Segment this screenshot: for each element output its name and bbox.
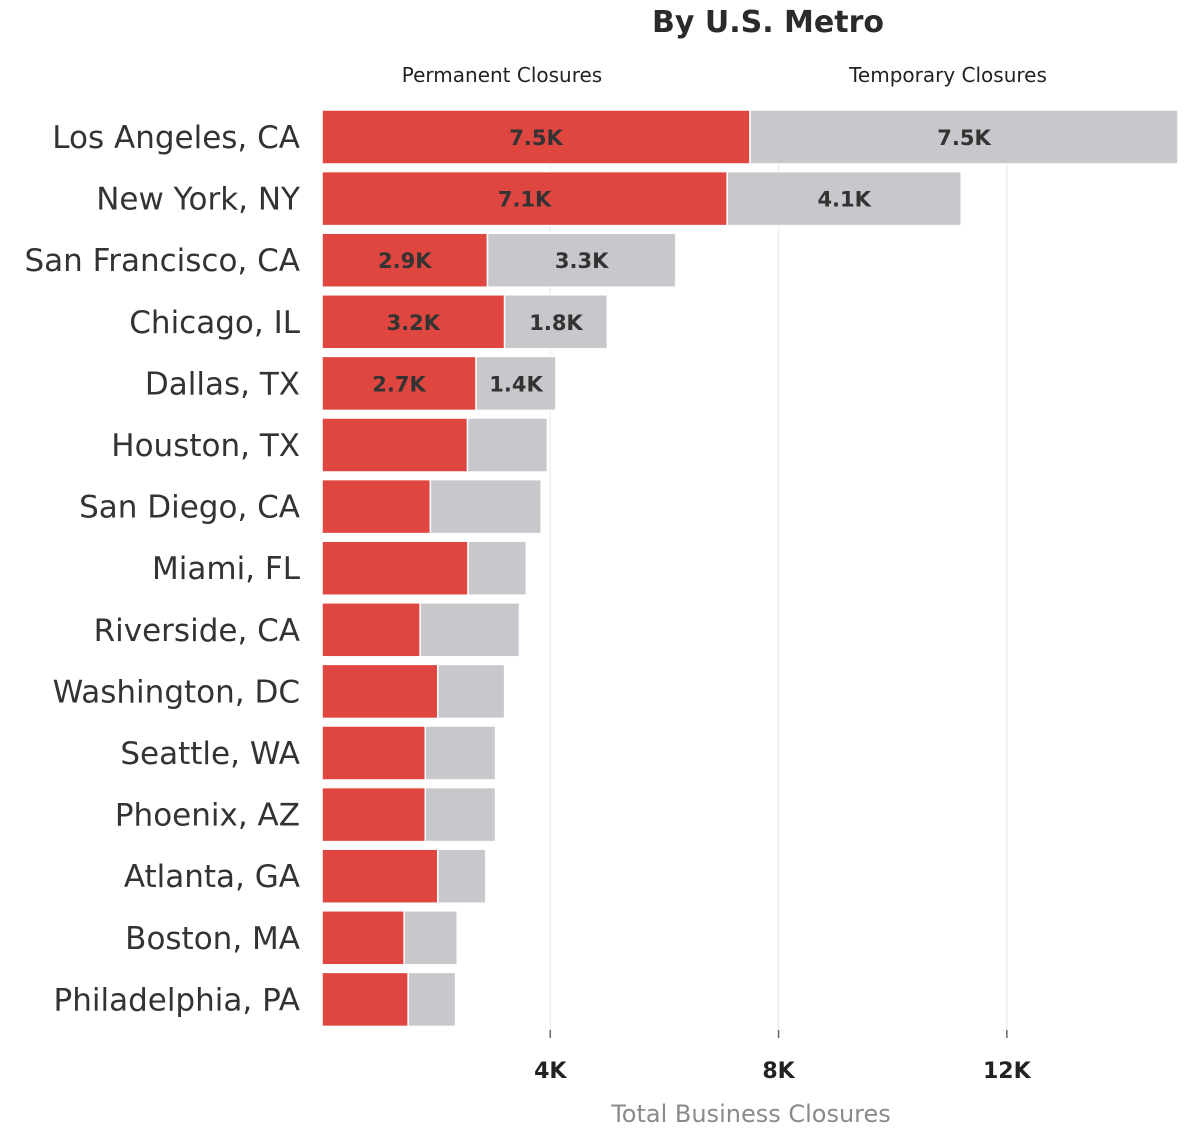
bar-label-permanent: 7.5K [509,126,563,150]
bar-label-temporary: 4.1K [817,188,871,212]
bar-temporary [437,663,506,720]
x-axis-title: Total Business Closures [610,1100,891,1128]
bar-label-permanent: 2.9K [378,249,432,273]
bar-temporary [486,232,677,288]
bar-permanent [321,109,751,165]
bar-label-temporary: 1.8K [529,311,583,335]
bar-temporary [403,910,459,966]
bar-temporary [467,540,528,596]
category-label: San Diego, CA [79,490,300,526]
legend-temporary: Temporary Closures [848,63,1047,87]
bar-permanent [321,355,477,412]
bar-permanent [321,478,432,535]
bar-temporary [466,417,549,473]
bar-permanent [321,294,506,350]
category-label: Miami, FL [152,551,301,587]
category-label: Philadelphia, PA [54,982,301,1018]
bar-label-permanent: 2.7K [372,372,426,396]
legend-permanent: Permanent Closures [402,63,602,87]
bar-label-permanent: 3.2K [387,311,441,335]
bar-permanent [321,232,489,288]
category-label: Washington, DC [53,674,300,710]
bar-label-temporary: 7.5K [937,126,991,150]
bar-permanent [321,540,469,596]
bar-permanent [321,417,469,473]
bar-permanent [321,848,439,904]
bars [321,109,1179,1028]
bar-label-permanent: 7.1K [498,188,552,212]
bar-temporary [503,294,609,350]
category-label: Boston, MA [125,921,300,957]
bar-temporary [749,109,1179,165]
bar-permanent [321,602,421,658]
category-label: New York, NY [96,182,300,218]
category-label: Atlanta, GA [124,859,300,895]
category-label: Dallas, TX [145,366,300,402]
category-label: Seattle, WA [120,736,300,772]
bar-temporary [424,786,497,843]
category-label: Phoenix, AZ [115,798,300,834]
category-label: San Francisco, CA [24,243,300,279]
bar-permanent [321,725,427,781]
bar-label-temporary: 3.3K [555,249,609,273]
bar-temporary [475,355,557,412]
bar-temporary [424,725,497,781]
bar-temporary [429,478,542,535]
x-tick-label: 8K [762,1059,795,1084]
bar-temporary [726,170,962,227]
bar-temporary [437,848,487,904]
bar-label-temporary: 1.4K [489,372,543,396]
bar-permanent [321,971,409,1028]
category-label: Houston, TX [111,428,300,464]
bar-permanent [321,910,405,966]
x-tick-label: 4K [534,1059,567,1084]
bar-temporary [419,602,521,658]
bar-permanent [321,663,439,720]
category-label: Riverside, CA [94,613,300,649]
bar-permanent [321,786,427,843]
chart-title: By U.S. Metro [652,5,884,40]
category-label: Chicago, IL [129,305,300,341]
bar-temporary [407,971,457,1028]
category-label: Los Angeles, CA [52,120,300,156]
labels: 4K 8K 12K Los Angeles, CA 7.5K 7.5K New York, … [24,120,1031,1084]
x-tick-label: 12K [983,1059,1032,1084]
